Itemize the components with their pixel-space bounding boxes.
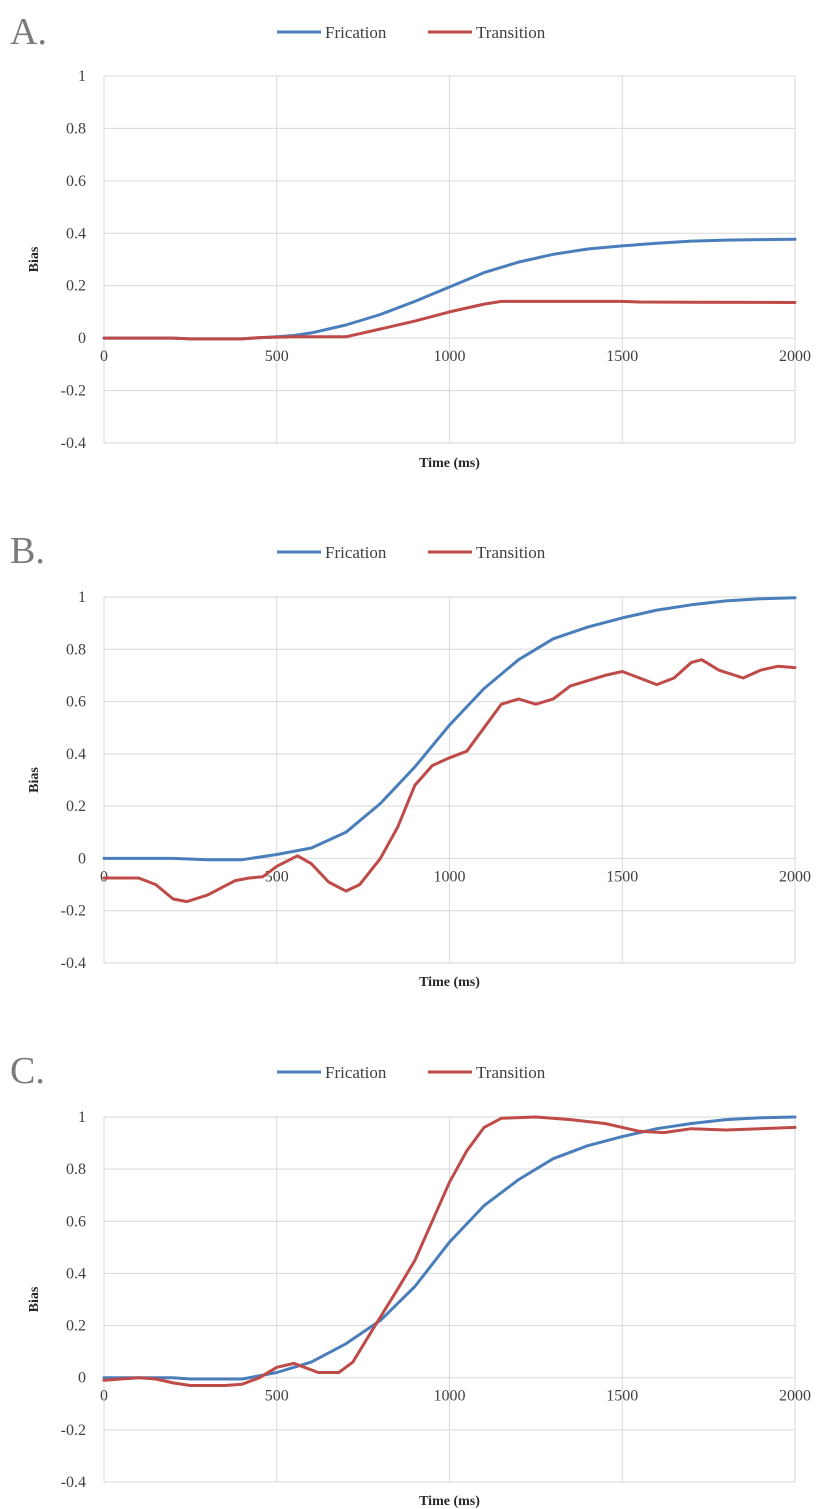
y-tick-label: -0.4 [61, 435, 86, 452]
y-tick-label: 0.2 [66, 1318, 86, 1335]
y-tick-label: 0.8 [66, 1161, 86, 1178]
x-tick-label: 0 [100, 348, 108, 365]
y-tick-label: 0.2 [66, 278, 86, 295]
y-tick-label: -0.2 [61, 383, 86, 400]
legend-label-transition: Transition [476, 543, 546, 562]
x-axis-title: Time (ms) [419, 1494, 480, 1509]
y-tick-label: -0.2 [61, 1422, 86, 1439]
series-line-frication [102, 1115, 797, 1381]
x-tick-label: 500 [265, 348, 289, 365]
y-tick-label: 0.4 [66, 746, 86, 763]
series-line-transition [102, 299, 797, 341]
x-tick-label: 2000 [779, 348, 811, 365]
series-line-transition [102, 658, 797, 904]
y-tick-label: 0.8 [66, 120, 86, 137]
x-tick-label: 1500 [606, 868, 638, 885]
series-line-transition [102, 1115, 797, 1387]
y-tick-label: 0.4 [66, 225, 86, 242]
y-axis-title: Bias [27, 1286, 42, 1312]
x-tick-label: 2000 [779, 1388, 811, 1405]
y-tick-label: 1 [78, 589, 86, 606]
y-tick-label: 0.8 [66, 641, 86, 658]
panel-letter: C. [10, 1050, 45, 1092]
y-tick-label: 0.2 [66, 798, 86, 815]
series-line-frication [102, 596, 797, 862]
panel-letter: B. [10, 530, 45, 572]
x-tick-label: 2000 [779, 868, 811, 885]
y-tick-label: 0.6 [66, 173, 86, 190]
x-tick-label: 1500 [606, 348, 638, 365]
y-tick-label: 0.6 [66, 694, 86, 711]
y-tick-label: 0.6 [66, 1213, 86, 1230]
y-tick-label: -0.4 [61, 955, 86, 972]
y-tick-label: 0 [78, 850, 86, 867]
legend-label-transition: Transition [476, 1063, 546, 1082]
legend-label-frication: Frication [325, 23, 387, 42]
x-tick-label: 1000 [434, 1388, 466, 1405]
y-tick-label: -0.4 [61, 1474, 86, 1491]
legend-label-transition: Transition [476, 23, 546, 42]
x-tick-label: 1500 [606, 1388, 638, 1405]
y-axis-title: Bias [27, 767, 42, 793]
y-axis-title: Bias [27, 246, 42, 272]
y-tick-label: 0 [78, 330, 86, 347]
legend-label-frication: Frication [325, 1063, 387, 1082]
x-tick-label: 1000 [434, 348, 466, 365]
y-tick-label: 0.4 [66, 1265, 86, 1282]
x-axis-title: Time (ms) [419, 456, 480, 471]
panel-letter: A. [10, 11, 47, 53]
chart-panel-2: C. -0.4 -0.2 0 0.2 0.4 0.6 0.8 1 0 500 1000 1500 2000… [10, 1050, 811, 1509]
x-axis-title: Time (ms) [419, 975, 480, 990]
chart-panel-0: A. -0.4 -0.2 0 0.2 0.4 0.6 0.8 1 0 500 1000 1500 2000… [10, 11, 811, 471]
x-tick-label: 500 [265, 1388, 289, 1405]
chart-panel-1: B.-0.4-0.200.20.40.60.810 500 1000 1500 2000… [10, 530, 811, 990]
legend-label-frication: Frication [325, 543, 387, 562]
x-tick-label: 1000 [434, 868, 466, 885]
y-tick-label: 1 [78, 1109, 86, 1126]
y-tick-label: -0.2 [61, 903, 86, 920]
y-tick-label: 0 [78, 1370, 86, 1387]
x-tick-label: 0 [100, 1388, 108, 1405]
y-tick-label: 1 [78, 68, 86, 85]
